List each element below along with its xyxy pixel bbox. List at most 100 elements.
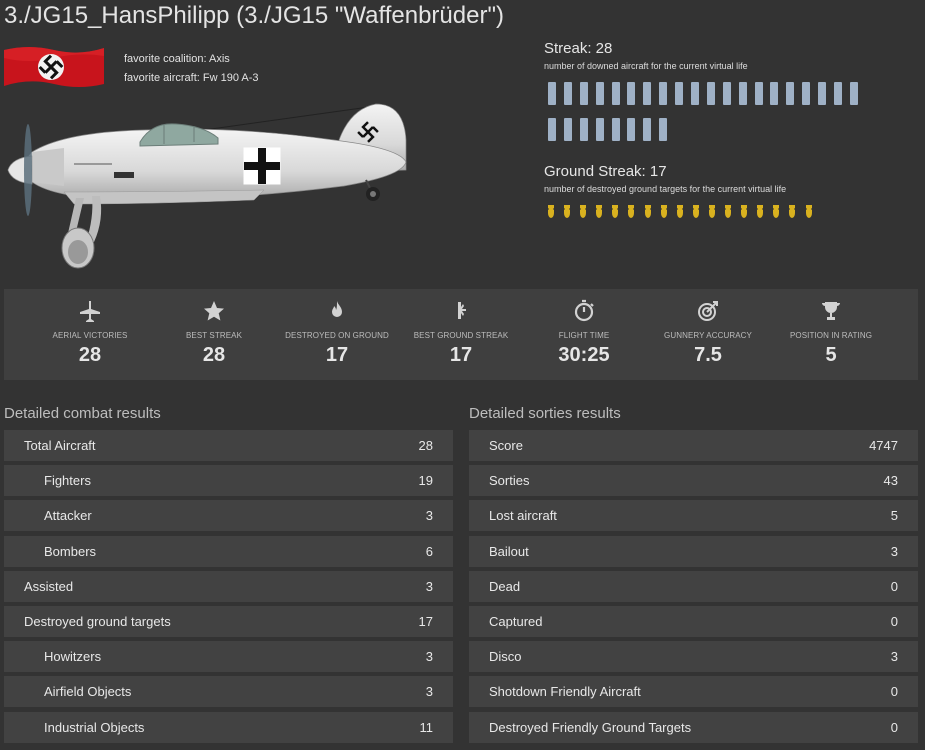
streak-bar-icon bbox=[563, 82, 572, 105]
streak-bar-icon bbox=[611, 82, 620, 105]
streak-bar-icon bbox=[548, 82, 556, 105]
row-label: Assisted bbox=[24, 578, 74, 594]
bomb-icon bbox=[596, 205, 603, 218]
table-row: Destroyed ground targets 17 bbox=[4, 605, 453, 637]
row-label: Score bbox=[489, 438, 523, 453]
row-value: 28 bbox=[418, 438, 433, 453]
table-row: Howitzers 3 bbox=[4, 641, 453, 673]
table-row: Industrial Objects 11 bbox=[4, 711, 453, 743]
streak-bar-icon bbox=[849, 82, 858, 105]
row-label: Fighters bbox=[44, 473, 91, 489]
stats-panel: AERIAL VICTORIES 28 BEST STREAK 28 DESTR… bbox=[4, 289, 918, 380]
streak-bar-icon bbox=[802, 82, 811, 105]
bomb-icon bbox=[708, 205, 715, 218]
row-value: 0 bbox=[890, 613, 898, 629]
row-label: Howitzers bbox=[44, 649, 102, 665]
table-row: Assisted 3 bbox=[4, 570, 453, 602]
streak-bar-icon bbox=[706, 82, 715, 105]
bomb-icon bbox=[692, 205, 699, 218]
row-label: Attacker bbox=[44, 508, 92, 524]
streak-bar-icon bbox=[786, 82, 795, 105]
streak-bar-icon bbox=[754, 82, 763, 105]
sorties-results-title: Detailed sorties results bbox=[469, 405, 621, 422]
ground-streak-bombs bbox=[547, 205, 821, 223]
row-label: Dead bbox=[489, 578, 521, 594]
row-value: 3 bbox=[425, 578, 433, 594]
streak-bar-icon bbox=[691, 82, 700, 105]
table-row: Bombers 6 bbox=[4, 535, 453, 567]
row-label: Airfield Objects bbox=[44, 684, 132, 700]
bomb-icon bbox=[644, 205, 651, 218]
row-label: Captured bbox=[489, 613, 543, 629]
table-row: Airfield Objects 3 bbox=[4, 676, 453, 708]
streak-bar-icon bbox=[770, 82, 779, 105]
streak-bar-icon bbox=[579, 118, 588, 141]
row-value: 0 bbox=[890, 684, 898, 700]
table-row: Total Aircraft 28 bbox=[4, 430, 453, 461]
plane-icon bbox=[80, 301, 100, 322]
row-value: 3 bbox=[425, 684, 433, 700]
table-row: Score 4747 bbox=[469, 430, 918, 461]
streak-bar-icon bbox=[548, 118, 556, 141]
row-value: 0 bbox=[890, 719, 898, 735]
row-value: 3 bbox=[890, 649, 898, 665]
streak-bar-icon bbox=[643, 118, 652, 141]
trophy-icon bbox=[822, 302, 840, 320]
bomb-icon bbox=[725, 205, 732, 218]
bomb-icon bbox=[676, 205, 683, 218]
row-value: 4747 bbox=[869, 438, 898, 453]
favorite-aircraft: favorite aircraft: Fw 190 A-3 bbox=[124, 72, 259, 84]
streak-bar-icon bbox=[738, 82, 747, 105]
row-value: 0 bbox=[890, 578, 898, 594]
table-row: Sorties 43 bbox=[469, 465, 918, 497]
streak-subtitle: number of downed aircraft for the curren… bbox=[544, 61, 748, 71]
row-label: Shotdown Friendly Aircraft bbox=[489, 684, 641, 700]
table-row: Disco 3 bbox=[469, 641, 918, 673]
row-value: 5 bbox=[890, 508, 898, 524]
coalition-flag-icon bbox=[4, 47, 104, 87]
streak-bars bbox=[548, 82, 878, 154]
row-label: Total Aircraft bbox=[24, 438, 96, 453]
combat-results-title: Detailed combat results bbox=[4, 405, 161, 422]
streak-title: Streak: 28 bbox=[544, 40, 613, 57]
bomb-icon bbox=[612, 205, 619, 218]
bomb-icon bbox=[741, 205, 748, 218]
bomb-icon bbox=[805, 205, 812, 218]
bomb-icon bbox=[548, 205, 554, 218]
streak-bar-icon bbox=[595, 118, 604, 141]
row-label: Bailout bbox=[489, 543, 529, 559]
row-value: 3 bbox=[425, 508, 433, 524]
table-row: Captured 0 bbox=[469, 605, 918, 637]
streak-bar-icon bbox=[659, 82, 668, 105]
row-label: Destroyed ground targets bbox=[24, 613, 171, 629]
table-row: Lost aircraft 5 bbox=[469, 500, 918, 532]
bomb-icon bbox=[660, 205, 667, 218]
streak-bar-icon bbox=[611, 118, 620, 141]
row-value: 43 bbox=[883, 473, 898, 489]
bomb-icon bbox=[628, 205, 635, 218]
ground-streak-subtitle: number of destroyed ground targets for t… bbox=[544, 184, 787, 194]
table-row: Bailout 3 bbox=[469, 535, 918, 567]
stopwatch-icon bbox=[574, 299, 594, 322]
fire-icon bbox=[332, 301, 342, 317]
streak-bar-icon bbox=[722, 82, 731, 105]
bomb-icon bbox=[580, 205, 587, 218]
streak-bar-icon bbox=[627, 82, 636, 105]
bomb-burst-icon bbox=[458, 302, 466, 319]
streak-bar-icon bbox=[659, 118, 668, 141]
favorite-coalition: favorite coalition: Axis bbox=[124, 53, 230, 65]
streak-bar-icon bbox=[627, 118, 636, 141]
page-title: 3./JG15_HansPhilipp (3./JG15 "Waffenbrüd… bbox=[4, 2, 504, 29]
table-row: Dead 0 bbox=[469, 570, 918, 602]
bomb-icon bbox=[564, 205, 571, 218]
table-row: Shotdown Friendly Aircraft 0 bbox=[469, 676, 918, 708]
star-icon bbox=[204, 301, 224, 321]
ground-streak-title: Ground Streak: 17 bbox=[544, 163, 667, 180]
sorties-results-table: Score 4747 Sorties 43 Lost aircraft 5 Bailout 3… bbox=[469, 430, 918, 747]
streak-bar-icon bbox=[579, 82, 588, 105]
aircraft-image bbox=[7, 103, 407, 269]
bomb-icon bbox=[789, 205, 796, 218]
table-row: Destroyed Friendly Ground Targets 0 bbox=[469, 711, 918, 743]
target-icon bbox=[698, 301, 718, 321]
bomb-icon bbox=[757, 205, 764, 218]
